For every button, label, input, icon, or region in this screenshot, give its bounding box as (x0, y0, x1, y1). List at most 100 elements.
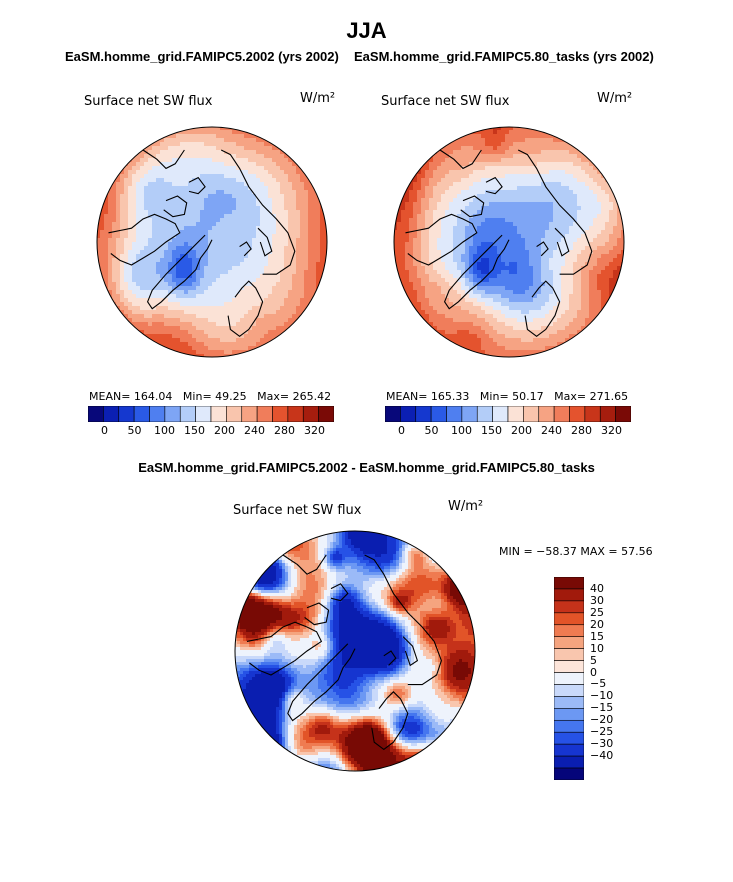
field-cell (272, 226, 277, 231)
field-cell (609, 290, 614, 295)
field-cell (433, 158, 438, 163)
field-cell (308, 270, 313, 275)
field-cell (481, 270, 486, 275)
field-cell (485, 162, 490, 167)
field-cell (300, 266, 305, 271)
field-cell (477, 230, 482, 235)
field-cell (417, 294, 422, 299)
field-cell (473, 134, 478, 139)
field-cell (593, 226, 598, 231)
field-cell (437, 270, 442, 275)
field-cell (264, 334, 269, 339)
field-cell (513, 206, 518, 211)
field-cell (280, 322, 285, 327)
field-cell (461, 242, 466, 247)
field-cell (320, 282, 325, 287)
field-cell (144, 286, 149, 291)
field-cell (136, 226, 141, 231)
field-cell (497, 127, 502, 131)
field-cell (585, 174, 590, 179)
field-cell (481, 142, 486, 147)
field-cell (148, 310, 153, 315)
field-cell (296, 190, 301, 195)
field-cell (505, 226, 510, 231)
field-cell (501, 206, 506, 211)
field-cell (188, 174, 193, 179)
field-cell (497, 278, 502, 283)
coastline-3 (188, 176, 206, 195)
field-cell (292, 182, 297, 187)
field-cell (533, 250, 538, 255)
field-cell (116, 246, 121, 251)
field-cell (220, 158, 225, 163)
field-cell (240, 166, 245, 171)
field-cell (445, 298, 450, 303)
field-cell (164, 182, 169, 187)
field-cell (228, 150, 233, 155)
field-cell (320, 262, 325, 267)
field-cell (284, 318, 289, 323)
field-cell (112, 274, 117, 279)
field-cell (260, 154, 265, 159)
field-cell (573, 246, 578, 251)
field-cell (565, 170, 570, 175)
field-cell (569, 174, 574, 179)
field-cell (256, 338, 261, 343)
field-cell (188, 166, 193, 171)
field-cell (565, 274, 570, 279)
field-cell (565, 182, 570, 187)
field-cell (260, 226, 265, 231)
field-cell (477, 210, 482, 215)
field-cell (188, 170, 193, 175)
field-cell (268, 166, 273, 171)
field-cell (228, 238, 233, 243)
field-cell (569, 290, 574, 295)
field-cell (220, 342, 225, 347)
field-cell (180, 142, 185, 147)
field-cell (493, 266, 498, 271)
field-cell (268, 146, 273, 151)
field-cell (413, 182, 418, 187)
field-cell (152, 318, 157, 323)
field-cell (180, 234, 185, 239)
field-cell (268, 294, 273, 299)
field-cell (204, 306, 209, 311)
field-cell (248, 298, 253, 303)
field-cell (409, 174, 414, 179)
field-cell (316, 282, 321, 287)
field-cell (264, 174, 269, 179)
field-cell (477, 250, 482, 255)
field-cell (461, 150, 466, 155)
field-cell (453, 238, 458, 243)
field-cell (204, 318, 209, 323)
field-cell (545, 274, 550, 279)
field-cell (220, 262, 225, 267)
field-cell (413, 302, 418, 307)
field-cell (497, 238, 502, 243)
field-cell (517, 258, 522, 263)
field-cell (256, 174, 261, 179)
field-cell (417, 258, 422, 263)
field-cell (449, 146, 454, 151)
field-cell (164, 194, 169, 199)
field-cell (172, 282, 177, 287)
field-cell (529, 266, 534, 271)
field-cell (573, 178, 578, 183)
field-cell (324, 246, 327, 251)
field-cell (136, 190, 141, 195)
field-cell (268, 234, 273, 239)
field-cell (545, 266, 550, 271)
field-cell (140, 290, 145, 295)
field-cell (204, 154, 209, 159)
field-cell (296, 306, 301, 311)
field-cell (585, 298, 590, 303)
field-cell (176, 270, 181, 275)
field-cell (501, 130, 506, 135)
field-cell (240, 290, 245, 295)
field-cell (549, 234, 554, 239)
field-cell (316, 274, 321, 279)
field-cell (601, 298, 606, 303)
field-cell (473, 242, 478, 247)
field-cell (112, 230, 117, 235)
field-cell (120, 310, 125, 315)
